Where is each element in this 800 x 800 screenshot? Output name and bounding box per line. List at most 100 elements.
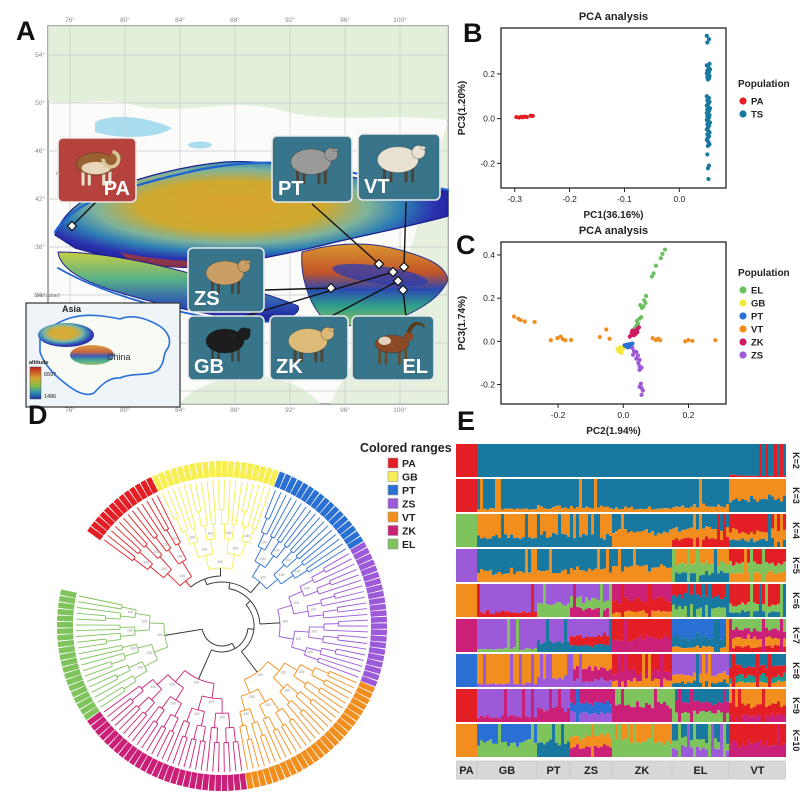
pca-c-legend-dot-GB [739, 299, 747, 307]
pca-b-legend-dot-PA [739, 97, 747, 105]
pca-c-ytick: 0.0 [483, 336, 495, 346]
tree-backbone [164, 567, 280, 680]
map-bottom-tick: 84° [175, 406, 185, 414]
admixture-k-label-K=5: K=5 [791, 557, 800, 574]
site-marker-GB [387, 266, 399, 278]
pca-c-legend-dot-PT [739, 312, 747, 320]
breed-box-EL: EL [351, 315, 435, 381]
pca-b-xtick: 0.0 [673, 194, 685, 204]
bootstrap-value: 100 [265, 703, 271, 707]
admixture-pop-box-EL [672, 760, 729, 780]
map-left-tick: 34° [35, 291, 45, 299]
map-bottom-tick: 92° [285, 406, 295, 414]
pca-b-ytick: -0.2 [480, 158, 495, 168]
admixture-pop-label-ZK: ZK [635, 765, 650, 777]
map-region-qinghai [301, 243, 449, 327]
pca-b-legend-label-TS: TS [751, 110, 763, 121]
bootstrap-value: 100 [282, 620, 288, 624]
site-line-ZK [329, 280, 399, 318]
pca-c-xtick: 0.2 [683, 410, 695, 420]
bootstrap-value: 100 [260, 575, 266, 579]
admixture-pop-label-PT: PT [546, 765, 560, 777]
bootstrap-value: 100 [189, 536, 195, 540]
breed-label-GB: GB [194, 356, 224, 378]
tree-legend-swatch-PT [387, 484, 399, 496]
admixture-k-label-K=2: K=2 [791, 452, 800, 469]
admixture-row-K=4 [456, 514, 787, 547]
pca-c-legend-label-VT: VT [751, 325, 763, 336]
admixture-row-K=10 [456, 724, 787, 757]
tree-legend-swatch-PA [387, 457, 399, 469]
bootstrap-value: 100 [130, 646, 136, 650]
pca-c-legend-dot-ZS [739, 351, 747, 359]
map-top-tick: 80° [120, 16, 130, 24]
pca-c-legend-title: Population [738, 268, 790, 279]
pca-c-ytick: 0.4 [483, 250, 495, 260]
site-line-VT [403, 201, 407, 268]
map-left-tick: 54° [35, 51, 45, 59]
admixture-row-K=2 [456, 444, 787, 477]
bootstrap-value: 100 [142, 620, 148, 624]
bootstrap-value: 100 [147, 651, 153, 655]
pca-b-legend-label-PA: PA [751, 97, 764, 108]
map-bottom-tick: 88° [230, 406, 240, 414]
site-line-ZS [264, 287, 332, 291]
map-left-tick: 38° [35, 243, 45, 251]
admixture-row-K=7 [456, 619, 787, 652]
pca-c-legend-label-PT: PT [751, 312, 763, 323]
admixture-pop-label-VT: VT [750, 765, 764, 777]
bootstrap-value: 100 [143, 560, 149, 564]
china-inset-map: Asia China altitude 6597 1486 [25, 302, 181, 408]
pca-c-ytick: -0.2 [480, 380, 495, 390]
map-top-tick: 92° [285, 16, 295, 24]
admixture-k-label-K=3: K=3 [791, 487, 800, 504]
bootstrap-value: 100 [169, 683, 175, 687]
inset-tibet-region [70, 345, 114, 365]
inset-region-label: Asia [62, 304, 82, 314]
pca-c-points-PT [622, 341, 635, 350]
map-bottom-tick: 80° [120, 406, 130, 414]
pca-c-ytick: 0.2 [483, 293, 495, 303]
tree-legend-swatch-EL [387, 538, 399, 550]
pca-b-points-PA [514, 113, 535, 120]
site-line-PA [71, 201, 97, 227]
map-qinghai-blue-band [332, 263, 428, 287]
site-line-PT [311, 203, 380, 265]
admixture-pop-box-GB [477, 760, 537, 780]
breed-box-ZK: ZK [269, 315, 349, 381]
admixture-row-K=8 [456, 654, 787, 687]
tree-legend-swatch-ZK [387, 525, 399, 536]
bootstrap-value: 100 [170, 701, 176, 705]
tree-legend-label-PT: PT [402, 485, 416, 497]
pca-b-xtick: -0.3 [507, 194, 522, 204]
panel-a-label: A [16, 16, 36, 46]
admixture-k-label-K=8: K=8 [791, 662, 800, 679]
bootstrap-value: 100 [308, 650, 314, 654]
bootstrap-value: 100 [226, 531, 232, 535]
pca-c-legend-dot-EL [739, 286, 747, 294]
bootstrap-value: 100 [173, 536, 179, 540]
bootstrap-value: 100 [208, 700, 214, 704]
pca-panel-c: PCA analysis -0.2 0.0 0.2 -0.2 0.0 0.2 0.4 PC2(1… [457, 225, 790, 437]
bootstrap-value: 100 [194, 681, 200, 685]
bootstrap-value: 100 [128, 610, 134, 614]
pca-b-plot-box [500, 27, 727, 189]
pca-c-points-ZS [630, 345, 645, 398]
breed-box-PA: PA [57, 137, 137, 203]
admixture-pop-label-EL: EL [693, 765, 707, 777]
tree-clade-EL: 100 100 100 100 100 100 100 [56, 589, 169, 721]
pca-c-legend-label-ZK: ZK [751, 338, 764, 349]
sample-site-markers [66, 220, 410, 296]
admixture-k-label-K=9: K=9 [791, 697, 800, 714]
breed-box-PT: PT [271, 135, 353, 203]
tree-clade-ZS: 100 100 100 100 100 100 100 [277, 541, 388, 687]
bootstrap-value: 100 [154, 550, 160, 554]
bootstrap-value: 100 [304, 586, 310, 590]
map-bottom-tick: 96° [340, 406, 350, 414]
map-panel: 76° 76° 80° 80° 84° 84° 88° 88° 92° 92° 96° 96° 100°… [25, 16, 450, 414]
bootstrap-value: 100 [161, 567, 167, 571]
pca-c-legend-dot-ZK [739, 338, 747, 346]
tree-legend-swatch-VT [387, 511, 399, 523]
pca-b-xtick: -0.2 [562, 194, 577, 204]
site-marker-PT [373, 258, 385, 270]
